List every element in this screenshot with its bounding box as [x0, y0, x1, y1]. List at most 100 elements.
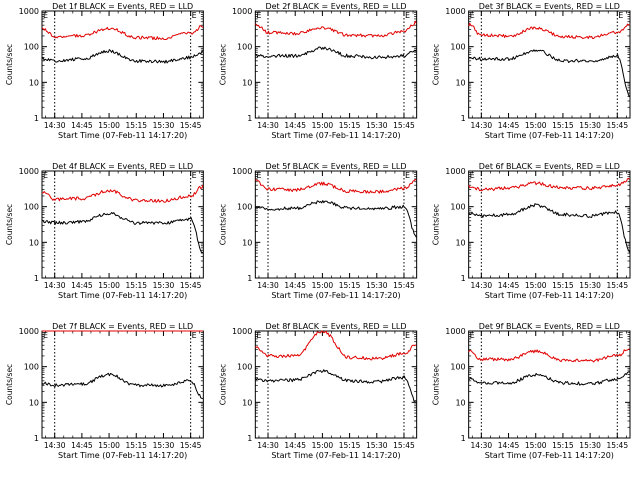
x-tick-label: 14:45 — [284, 121, 306, 130]
y-tick-label: 1000 — [232, 7, 252, 16]
y-tick-label: 1000 — [232, 167, 252, 176]
x-axis-label: Start Time (07-Feb-11 14:17:20) — [271, 131, 400, 140]
x-axis-label: Start Time (07-Feb-11 14:17:20) — [271, 291, 400, 300]
y-tick-label: 10 — [29, 238, 39, 247]
marker-e-left: E — [470, 11, 475, 20]
x-tick-label: 15:00 — [525, 121, 547, 130]
plot-frame — [41, 330, 204, 439]
lld-series-line — [255, 20, 417, 38]
x-tick-label: 14:30 — [471, 281, 493, 290]
x-tick-label: 14:30 — [44, 281, 66, 290]
x-tick-label: 15:30 — [153, 121, 175, 130]
x-tick-label: 15:45 — [606, 121, 628, 130]
panel-det-8: Det 8f BLACK = Events, RED = LLD 1 10 100 10… — [218, 322, 418, 460]
lld-series-line — [468, 177, 630, 192]
y-tick-label: 1 — [461, 274, 466, 283]
y-axis-label: Counts/sec — [432, 364, 441, 405]
x-tick-label: 15:45 — [606, 281, 628, 290]
y-tick-label: 1 — [247, 114, 252, 123]
panel-title: Det 3f BLACK = Events, RED = LLD — [479, 2, 620, 11]
events-series-line — [255, 46, 417, 60]
x-tick-label: 15:30 — [579, 441, 601, 450]
x-tick-label: 15:00 — [98, 281, 120, 290]
marker-e-right: E — [618, 171, 623, 180]
x-tick-label: 15:45 — [393, 121, 415, 130]
y-tick-label: 10 — [455, 398, 465, 407]
panel-title: Det 2f BLACK = Events, RED = LLD — [265, 2, 406, 11]
y-axis-label: Counts/sec — [5, 364, 14, 405]
y-tick-label: 1 — [461, 434, 466, 443]
panel-det-1: Det 1f BLACK = Events, RED = LLD 1 10 100 10… — [5, 2, 204, 140]
y-tick-label: 100 — [450, 363, 465, 372]
events-series-line — [468, 49, 631, 97]
panel-det-7: Det 7f BLACK = Events, RED = LLD 1 10 100 10… — [5, 322, 204, 460]
y-tick-label: 1 — [34, 114, 39, 123]
y-axis-label: Counts/sec — [218, 364, 227, 405]
plot-frame — [254, 170, 418, 279]
x-tick-label: 15:00 — [312, 281, 334, 290]
x-tick-label: 15:30 — [366, 281, 388, 290]
x-tick-label: 15:00 — [525, 281, 547, 290]
x-axis-label: Start Time (07-Feb-11 14:17:20) — [485, 291, 614, 300]
x-tick-label: 14:30 — [44, 441, 66, 450]
y-tick-label: 10 — [29, 78, 39, 87]
plot-frame — [41, 10, 204, 119]
x-tick-label: 14:45 — [71, 281, 93, 290]
y-tick-label: 10 — [29, 398, 39, 407]
x-tick-label: 14:30 — [257, 281, 279, 290]
plot-frame — [254, 10, 418, 119]
lld-series-line — [254, 330, 417, 361]
y-tick-label: 1 — [34, 434, 39, 443]
x-tick-label: 14:45 — [71, 121, 93, 130]
events-series-line — [41, 372, 204, 400]
events-series-line — [254, 369, 417, 402]
y-tick-label: 10 — [242, 398, 252, 407]
y-axis-label: Counts/sec — [432, 204, 441, 245]
marker-e-right: E — [618, 11, 623, 20]
panel-det-9: Det 9f BLACK = Events, RED = LLD 1 10 100 10… — [432, 322, 631, 460]
y-tick-label: 1 — [247, 274, 252, 283]
x-tick-label: 14:30 — [471, 441, 493, 450]
marker-e-right: E — [192, 11, 197, 20]
y-tick-label: 10 — [455, 238, 465, 247]
x-tick-label: 15:15 — [552, 281, 574, 290]
x-tick-label: 14:45 — [498, 281, 520, 290]
marker-e-right: E — [192, 171, 197, 180]
y-tick-label: 100 — [24, 203, 39, 212]
y-tick-label: 100 — [24, 363, 39, 372]
panel-title: Det 6f BLACK = Events, RED = LLD — [479, 162, 620, 171]
marker-e-left: E — [43, 11, 48, 20]
marker-e-left: E — [256, 11, 261, 20]
x-tick-label: 15:00 — [98, 121, 120, 130]
marker-e-right: E — [405, 171, 410, 180]
panel-title: Det 1f BLACK = Events, RED = LLD — [52, 2, 193, 11]
x-tick-label: 15:15 — [552, 121, 574, 130]
x-tick-label: 14:45 — [71, 441, 93, 450]
x-tick-label: 15:30 — [366, 121, 388, 130]
x-tick-label: 14:30 — [44, 121, 66, 130]
y-tick-label: 1000 — [19, 7, 39, 16]
x-tick-label: 14:45 — [284, 281, 306, 290]
panel-title: Det 4f BLACK = Events, RED = LLD — [52, 162, 193, 171]
x-tick-label: 15:15 — [125, 441, 147, 450]
y-tick-label: 100 — [237, 43, 252, 52]
panel-det-5: Det 5f BLACK = Events, RED = LLD 1 10 100 10… — [218, 162, 418, 300]
y-tick-label: 1 — [461, 114, 466, 123]
x-tick-label: 15:15 — [125, 281, 147, 290]
x-axis-label: Start Time (07-Feb-11 14:17:20) — [58, 291, 187, 300]
panel-title: Det 9f BLACK = Events, RED = LLD — [479, 322, 620, 331]
y-tick-label: 1000 — [445, 327, 465, 336]
events-series-line — [468, 371, 630, 386]
x-tick-label: 15:15 — [552, 441, 574, 450]
y-tick-label: 100 — [450, 43, 465, 52]
x-tick-label: 15:15 — [339, 281, 361, 290]
x-tick-label: 15:15 — [339, 121, 361, 130]
y-tick-label: 1000 — [19, 167, 39, 176]
x-tick-label: 15:00 — [312, 441, 334, 450]
plot-frame — [41, 170, 204, 279]
y-tick-label: 100 — [24, 43, 39, 52]
y-tick-label: 100 — [237, 363, 252, 372]
marker-e-left: E — [470, 171, 475, 180]
x-tick-label: 14:30 — [471, 121, 493, 130]
